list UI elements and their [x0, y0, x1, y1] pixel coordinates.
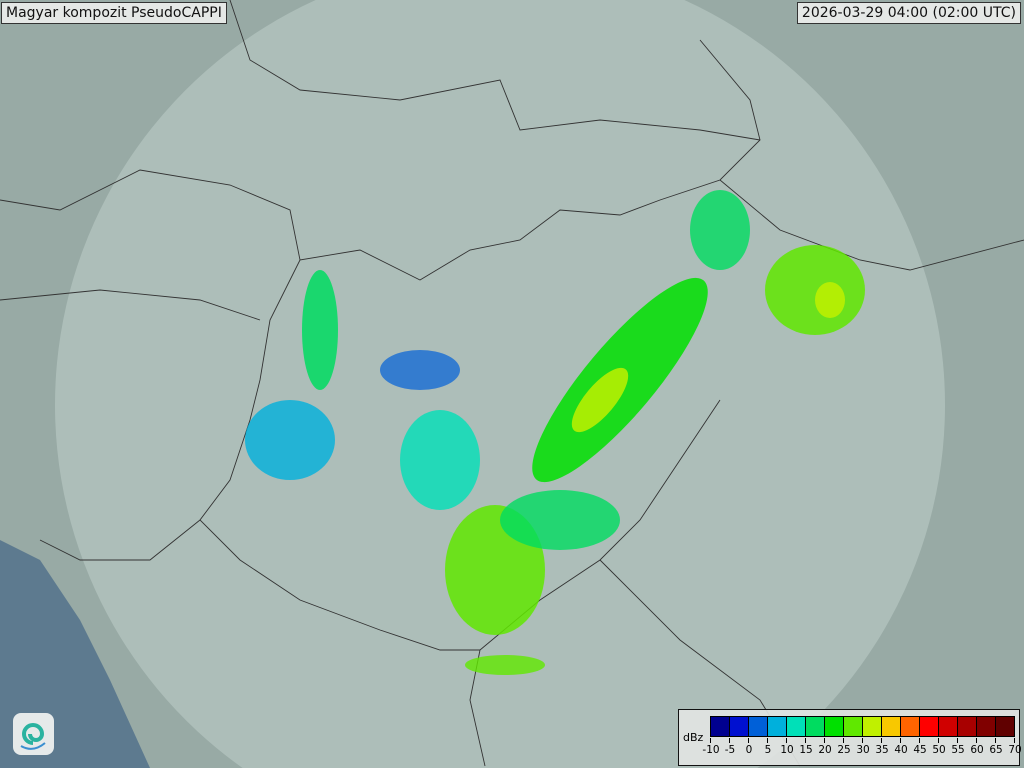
timestamp-label: 2026-03-29 04:00 (02:00 UTC) [796, 2, 1021, 24]
legend-tick-label: 55 [948, 738, 968, 756]
product-title: Magyar kompozit PseudoCAPPI [1, 2, 227, 24]
legend-tick-label: 70 [1005, 738, 1024, 756]
legend-tick-label: -10 [702, 738, 720, 756]
legend-tick-label: 45 [910, 738, 930, 756]
legend-ticks: -10 -5 0 5 10 15 20 25 30 35 40 45 50 55 60 65 70 [701, 738, 1024, 762]
legend-tick-label: 60 [967, 738, 987, 756]
legend-swatch [939, 717, 958, 736]
adriatic-sea [0, 540, 150, 768]
dbz-legend: dBz -10 -5 0 5 10 15 20 25 30 35 40 45 50 55 60 65 70 [678, 709, 1024, 766]
echo-cell [765, 245, 865, 335]
legend-swatch [977, 717, 996, 736]
legend-tick-label: 15 [796, 738, 816, 756]
legend-swatch [844, 717, 863, 736]
legend-swatch [825, 717, 844, 736]
legend-swatch [749, 717, 768, 736]
legend-swatch [882, 717, 901, 736]
echo-cell [500, 490, 620, 550]
legend-tick-label: 20 [815, 738, 835, 756]
legend-swatch [863, 717, 882, 736]
legend-tick-label: 35 [872, 738, 892, 756]
echo-cell [245, 400, 335, 480]
echo-cell [400, 410, 480, 510]
legend-tick-label: 50 [929, 738, 949, 756]
echo-cell [380, 350, 460, 390]
legend-color-bar [710, 716, 1015, 737]
radar-coverage-area [54, 0, 946, 768]
legend-swatch [768, 717, 787, 736]
echo-cell [815, 282, 845, 318]
legend-tick-label: 25 [834, 738, 854, 756]
legend-swatch [711, 717, 730, 736]
legend-unit: dBz [683, 731, 704, 744]
legend-tick-label: -5 [720, 738, 740, 756]
echo-cell [690, 190, 750, 270]
legend-swatch [730, 717, 749, 736]
legend-swatch [920, 717, 939, 736]
echo-cell [571, 367, 629, 433]
legend-tick-label: 10 [777, 738, 797, 756]
radar-echoes [245, 190, 865, 675]
legend-swatch [901, 717, 920, 736]
echo-cell [302, 270, 338, 390]
legend-swatch [958, 717, 977, 736]
legend-tick-label: 5 [758, 738, 778, 756]
swirl-logo-icon [13, 713, 54, 755]
legend-tick-label: 65 [986, 738, 1006, 756]
legend-swatch [787, 717, 806, 736]
legend-tick-label: 0 [739, 738, 759, 756]
echo-cell [465, 655, 545, 675]
legend-tick-label: 40 [891, 738, 911, 756]
legend-tick-label: 30 [853, 738, 873, 756]
legend-swatch [806, 717, 825, 736]
legend-swatch [996, 717, 1014, 736]
